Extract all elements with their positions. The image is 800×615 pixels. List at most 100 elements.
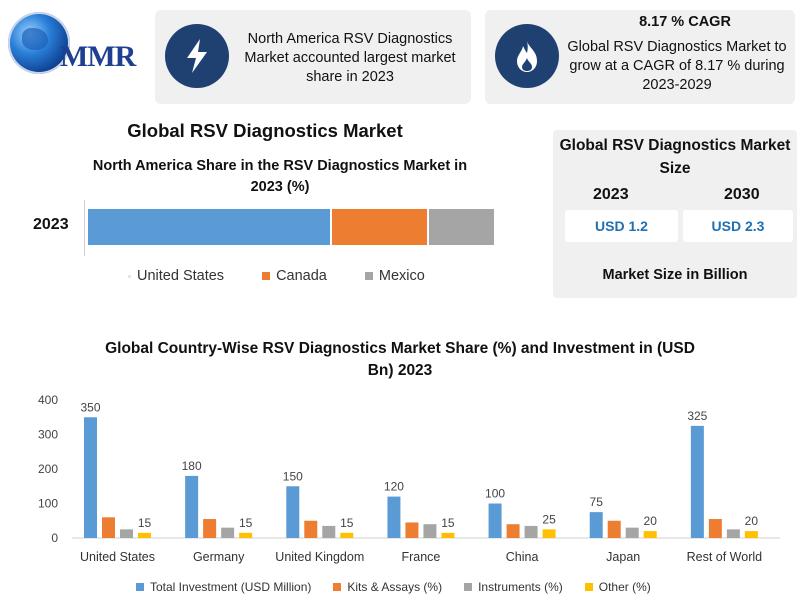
year-2023-label: 2023 (593, 186, 629, 203)
data-label: 180 (182, 459, 202, 473)
stacked-bar-axis (84, 200, 85, 256)
legend-label: Total Investment (USD Million) (150, 580, 312, 594)
legend-swatch (128, 274, 131, 278)
bar-2 (322, 525, 336, 538)
data-label: 350 (80, 400, 100, 414)
legend-label: Other (%) (598, 580, 651, 594)
y-tick-label: 0 (51, 531, 58, 545)
data-label: 100 (485, 487, 505, 501)
x-tick-label: Japan (606, 550, 640, 564)
legend-swatch (262, 272, 271, 280)
legend-label: Kits & Assays (%) (347, 580, 443, 594)
stacked-segment-mexico (429, 209, 494, 245)
bar-3 (744, 531, 758, 538)
x-tick-label: United States (80, 550, 155, 564)
bar-1 (102, 517, 115, 538)
year-2030-label: 2030 (724, 186, 760, 203)
y-tick-label: 100 (38, 497, 58, 511)
bar-0 (84, 417, 97, 538)
bar-3 (340, 532, 354, 538)
data-label: 325 (687, 409, 707, 423)
bar-2 (524, 525, 538, 538)
north-america-info-text: North America RSV Diagnostics Market acc… (244, 31, 456, 85)
x-tick-label: United Kingdom (275, 550, 364, 564)
globe-logo-icon (8, 12, 70, 74)
legend-swatch (136, 583, 144, 591)
bar-3 (542, 529, 556, 538)
bar-0 (488, 503, 502, 538)
bar-1 (405, 522, 419, 538)
market-size-2030-value: USD 2.3 (683, 210, 793, 242)
data-label: 75 (590, 495, 604, 509)
stacked-bar-legend: United States Canada Mexico (128, 268, 425, 284)
logo-text: MMR (60, 40, 136, 73)
bar-1 (203, 519, 217, 538)
country-chart-legend: Total Investment (USD Million) Kits & Ass… (136, 580, 651, 594)
data-label: 15 (340, 516, 354, 530)
cagr-info-text: Global RSV Diagnostics Market to grow at… (567, 39, 787, 93)
x-tick-label: France (401, 550, 440, 564)
stacked-bar (88, 209, 494, 245)
market-size-card: Global RSV Diagnostics Market Size 2023 … (553, 130, 797, 298)
bar-3 (138, 532, 151, 538)
data-label: 15 (441, 516, 455, 530)
legend-item: United States (128, 268, 224, 284)
bar-0 (690, 425, 704, 538)
bar-2 (625, 527, 639, 538)
x-tick-label: Rest of World (687, 550, 763, 564)
x-tick-label: Germany (193, 550, 245, 564)
bar-2 (423, 524, 437, 538)
legend-item: Other (%) (584, 580, 651, 594)
data-label: 25 (542, 512, 556, 526)
cagr-info-card: 8.17 % CAGR Global RSV Diagnostics Marke… (485, 10, 795, 104)
lightning-icon (165, 24, 229, 88)
stacked-segment-canada (331, 209, 430, 245)
legend-swatch (333, 583, 342, 591)
data-label: 150 (283, 469, 303, 483)
y-tick-label: 200 (38, 462, 58, 476)
bar-3 (441, 532, 455, 538)
cagr-title: 8.17 % CAGR (639, 14, 731, 30)
legend-item: Mexico (364, 268, 425, 284)
legend-item: Canada (262, 268, 327, 284)
company-logo: MMR (8, 10, 143, 80)
legend-item: Instruments (%) (464, 580, 563, 594)
data-label: 15 (239, 516, 253, 530)
legend-label: Canada (276, 268, 327, 284)
bar-2 (120, 529, 133, 538)
legend-label: Instruments (%) (478, 580, 563, 594)
bar-1 (506, 524, 520, 538)
bar-1 (304, 520, 318, 538)
market-size-note: Market Size in Billion (602, 267, 748, 283)
data-label: 15 (138, 516, 152, 530)
bar-0 (286, 486, 300, 538)
main-title: Global RSV Diagnostics Market (127, 120, 403, 141)
country-chart-title: Global Country-Wise RSV Diagnostics Mark… (105, 340, 695, 379)
stacked-chart-title: North America Share in the RSV Diagnosti… (92, 158, 468, 195)
market-size-2023-value: USD 1.2 (565, 210, 678, 242)
north-america-info-card: North America RSV Diagnostics Market acc… (155, 10, 471, 104)
y-tick-label: 300 (38, 428, 58, 442)
legend-item: Kits & Assays (%) (333, 580, 442, 594)
data-label: 20 (745, 514, 759, 528)
bar-0 (589, 512, 603, 538)
bar-3 (643, 531, 657, 538)
market-size-title: Global RSV Diagnostics Market Size (559, 137, 791, 177)
bar-1 (607, 520, 621, 538)
data-label: 20 (644, 514, 658, 528)
x-tick-label: China (506, 550, 539, 564)
legend-item: Total Investment (USD Million) (136, 580, 311, 594)
legend-swatch (464, 583, 473, 591)
legend-label: United States (137, 268, 225, 284)
legend-label: Mexico (378, 268, 425, 284)
bar-0 (185, 475, 199, 538)
bar-2 (726, 529, 740, 538)
data-label: 120 (384, 480, 404, 494)
legend-swatch (584, 583, 593, 591)
country-bar-chart: 0 100 200 300 400 350 15 United States 180 15 Germ… (38, 393, 780, 564)
bar-3 (239, 532, 253, 538)
bar-1 (708, 519, 722, 538)
legend-swatch (364, 272, 373, 280)
flame-icon (495, 24, 559, 88)
bar-0 (387, 496, 401, 538)
